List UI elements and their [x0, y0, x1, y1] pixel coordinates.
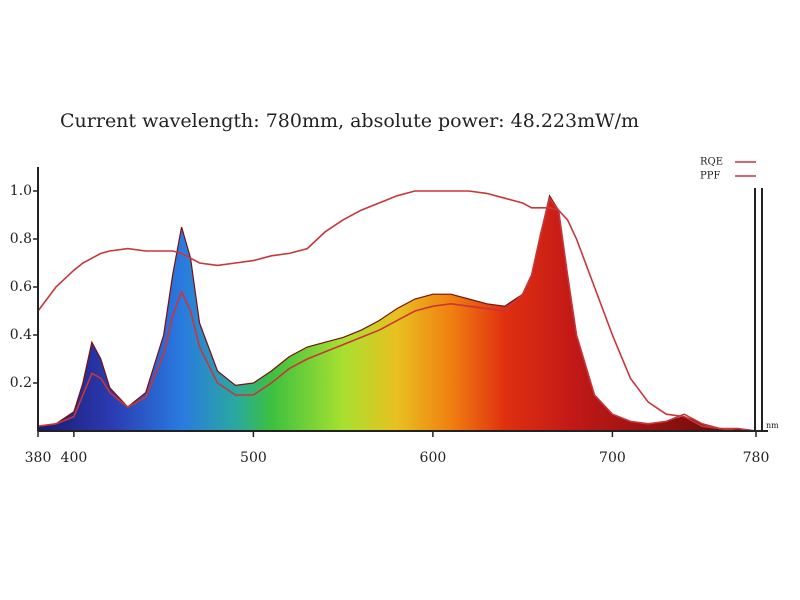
y-tick-label: 0.8	[10, 231, 32, 247]
y-tick-label: 0.6	[10, 279, 32, 295]
series-line	[37, 190, 756, 432]
y-tick-label: 0.2	[10, 375, 32, 391]
x-tick-label: 780	[743, 450, 770, 466]
series-line	[37, 196, 757, 432]
legend-label: RQE	[700, 157, 723, 168]
legend-label: PPF	[700, 171, 720, 182]
x-tick-label: 500	[240, 450, 267, 466]
x-axis-label: nm	[766, 421, 779, 430]
y-tick-label: 1.0	[10, 183, 32, 199]
x-tick-label: 600	[420, 450, 447, 466]
y-tick-label: 0.4	[10, 327, 32, 343]
x-tick-label: 700	[599, 450, 626, 466]
x-tick-label: 400	[61, 450, 88, 466]
chart-title: Current wavelength: 780mm, absolute powe…	[60, 110, 639, 132]
x-tick-label: 380	[25, 450, 52, 466]
